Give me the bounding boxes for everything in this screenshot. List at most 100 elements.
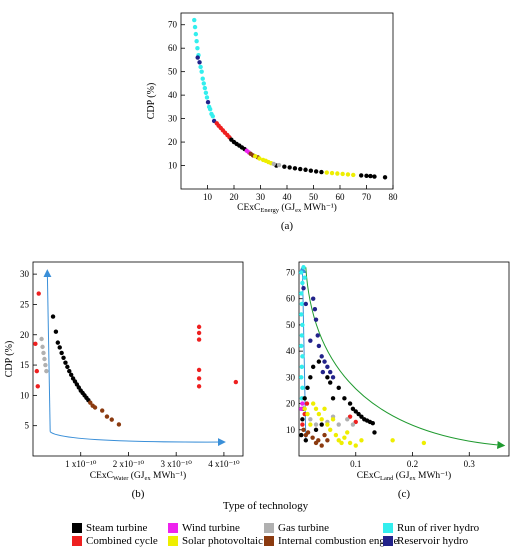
data-point [315,333,320,338]
y-tick-label: 50 [286,320,296,330]
data-point [299,406,304,412]
data-point [196,324,202,330]
data-point [319,422,324,427]
x-tick-label: 1 x10⁻¹⁰ [65,459,97,469]
legend-item: Combined cycle [72,535,158,547]
data-point [353,443,358,448]
data-point [325,364,330,370]
x-axis-label-part: MWh⁻¹) [151,470,187,481]
series-internal_combustion_engine [88,400,122,427]
x-tick-label: 20 [230,192,240,202]
data-point [50,314,56,319]
data-point [65,364,70,370]
data-point [382,175,388,180]
data-point [196,337,202,342]
legend-label: Combined cycle [86,535,158,547]
data-point [372,174,377,179]
series-steam_turbine [299,359,377,443]
series-combined_cycle [300,401,358,427]
data-point [33,341,38,347]
x-axis-label-subscript: Energy [260,207,279,214]
data-point [308,422,313,427]
x-axis-label-part: CExC [90,471,113,481]
x-tick-label: 2 x10⁻¹⁰ [113,459,145,469]
data-point [302,406,307,412]
data-point [310,401,316,406]
series-run_of_river_hydro [299,265,307,401]
data-point [53,329,59,334]
data-point [271,161,276,167]
data-point [196,376,202,381]
data-point [299,432,304,438]
data-point [100,408,105,413]
y-tick-label: 20 [286,399,296,409]
data-point [308,338,313,343]
data-point [35,384,40,389]
data-point [300,354,305,359]
data-point [253,153,258,159]
data-point [300,401,305,406]
legend-swatch [72,536,82,546]
x-axis-label: CExCLand (GJex MWh⁻¹) [357,470,451,482]
x-tick-label: 80 [389,192,399,202]
legend: Type of technology Steam turbine Wind tur… [0,500,531,550]
data-point [359,414,364,419]
chart-panel-b: 1 x10⁻¹⁰ 2 x10⁻¹⁰ 3 x10⁻¹⁰ 4 x10⁻¹⁰ 5 10 15 20 2… [4,261,244,500]
data-point [347,440,353,446]
data-point [55,340,61,345]
series-solar_photovoltaic [253,153,356,178]
data-point [301,265,306,270]
x-axis-label-part: MWh⁻¹) [416,470,452,481]
data-point [299,301,305,307]
series-internal_combustion_engine [301,427,330,448]
data-point [299,312,304,317]
data-point [322,406,327,412]
data-point [330,396,336,401]
figure: 10 20 30 40 50 60 70 8010203040506070CExCEnergy… [4,12,510,500]
y-tick-label: 20 [20,330,30,340]
data-point [305,430,311,435]
data-point [59,350,64,356]
data-point [305,411,310,417]
x-axis-label-part: (GJ [128,470,144,481]
data-point [313,422,319,427]
data-point [345,172,351,177]
data-point [39,336,44,342]
data-point [43,362,48,368]
data-point [359,173,364,178]
series-solar_photovoltaic [302,401,427,448]
data-point [116,422,122,427]
data-point [370,421,375,426]
data-point [301,286,306,291]
x-axis-label-subscript: Land [380,475,394,482]
chart-panel-a: 10 20 30 40 50 60 70 80 10 20 30 40 50 60 70 CExCEnergy… [146,12,399,232]
data-point [57,345,62,350]
data-point [192,24,198,30]
data-point [316,359,322,364]
x-tick-label: 3 x10⁻¹⁰ [161,459,193,469]
y-tick-label: 60 [286,294,296,304]
data-point [356,411,361,417]
trend-arrow-right [49,431,226,447]
data-point [336,422,341,427]
data-point [104,414,110,419]
data-point [196,384,202,389]
data-point [324,170,329,175]
data-point [359,438,364,443]
data-point [299,270,304,275]
data-point [298,166,303,172]
data-point [310,296,316,301]
x-axis-label-part: (GJ [279,202,295,213]
legend-swatch [168,536,178,546]
x-tick-label: 40 [283,192,293,202]
data-point [282,164,287,169]
data-point [201,81,206,86]
x-axis-label-part: CExC [357,471,380,481]
data-point [313,406,319,412]
legend-swatch [383,523,393,533]
y-tick-label: 20 [168,137,178,147]
data-point [353,409,358,414]
data-point [276,162,282,168]
legend-label: Internal combustion engine [278,535,399,547]
data-point [34,368,40,374]
